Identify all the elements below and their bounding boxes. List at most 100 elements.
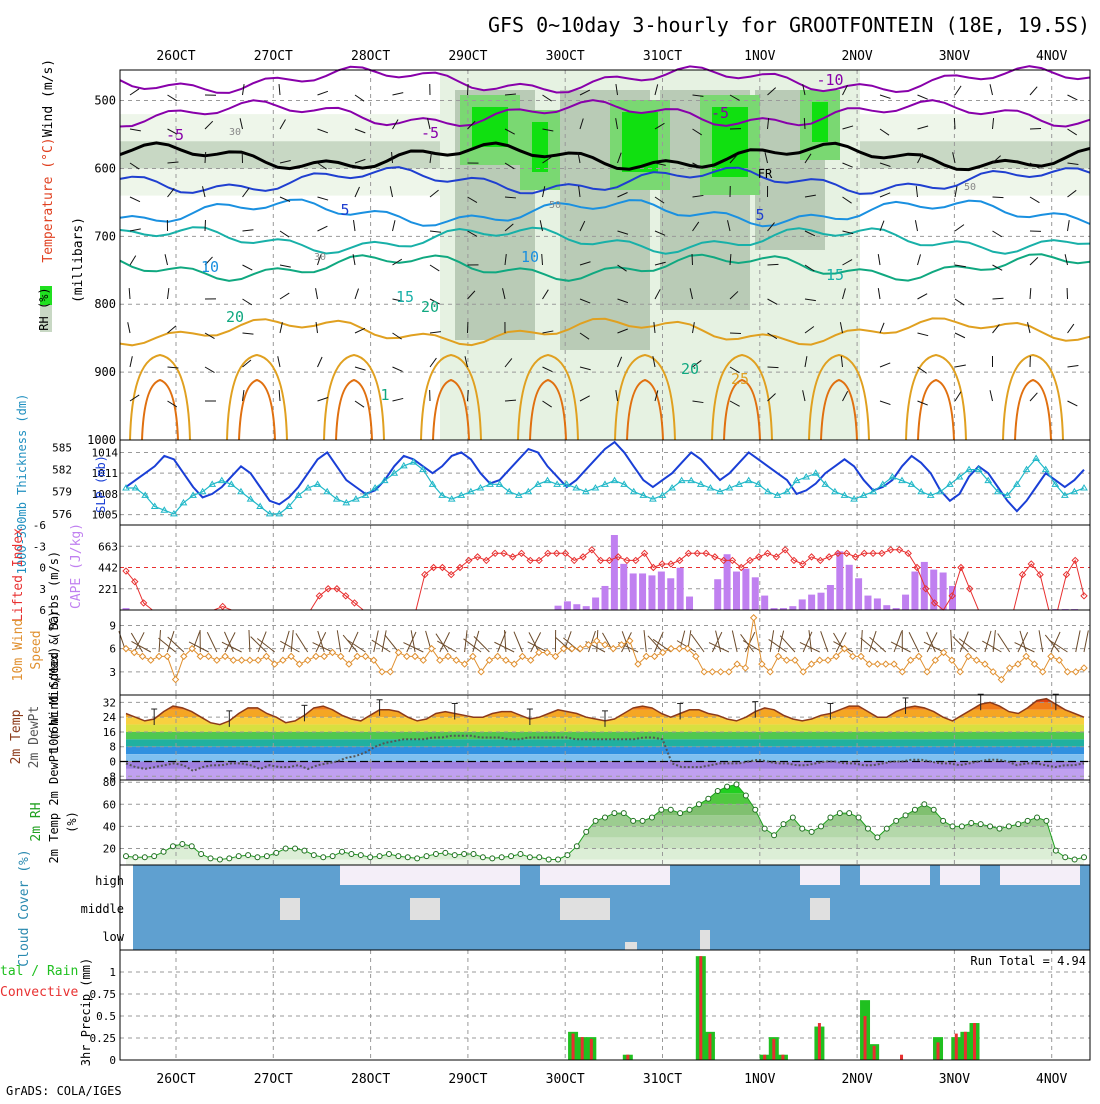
rh-point [1025, 818, 1030, 823]
precip-convective-bar [964, 1032, 967, 1060]
rh-tick: 60 [103, 798, 116, 811]
rh-point [340, 849, 345, 854]
wind-speed-point [255, 657, 261, 663]
cape-bar [620, 564, 627, 610]
rh-point [565, 853, 570, 858]
cape-bar [573, 604, 580, 610]
rh-point [800, 826, 805, 831]
wind-speed-point [453, 657, 459, 663]
rh-point [217, 857, 222, 862]
wind-axis-label: Wind (m/s) [41, 59, 56, 137]
cape-bar [846, 565, 853, 610]
rh-band [120, 793, 1090, 804]
cape-bar [639, 573, 646, 610]
precip-convective-bar [781, 1055, 784, 1060]
wind-tick: 3 [109, 666, 116, 679]
precip-convective-bar [699, 956, 702, 1060]
wind-speed-point [676, 646, 682, 652]
wind-barb [804, 118, 805, 129]
rh-point [471, 851, 476, 856]
rh-point [490, 856, 495, 861]
cloud-gap [940, 865, 980, 885]
rh-tick: 20 [103, 842, 116, 855]
cloud-axis-label: Cloud Cover (%) [17, 849, 32, 966]
wind-speed-point [206, 653, 212, 659]
precip-convective-bar [818, 1023, 821, 1060]
cloud-gap [860, 865, 930, 885]
li-tick: -6 [33, 519, 46, 532]
rh-point [246, 853, 251, 858]
wind-barb [768, 264, 779, 265]
isotherm-label: -5 [711, 104, 729, 122]
wind-barb-10m [1076, 630, 1080, 652]
rh-point [302, 848, 307, 853]
wind-speed-point [140, 653, 146, 659]
wind-barb [993, 197, 1004, 198]
freezing-level-label: FR [758, 167, 773, 181]
li-tick: 0 [39, 562, 46, 575]
precip-legend-total: tal / Rain [0, 964, 78, 979]
rh-point [556, 857, 561, 862]
isotherm-label: 30 [229, 127, 241, 138]
isotherm-label: 10 [521, 248, 539, 266]
wind-speed-point [329, 650, 335, 656]
wind-speed-point [875, 661, 881, 667]
wind-speed-point [239, 657, 245, 663]
rh-point [621, 811, 626, 816]
rh-point [527, 855, 532, 860]
cloud-gap [340, 865, 430, 885]
rh-point [396, 854, 401, 859]
date-label-top: 28OCT [351, 49, 390, 64]
cloud-gap [280, 898, 300, 920]
rh-point [903, 813, 908, 818]
rh-point [1082, 855, 1087, 860]
rh-point [377, 854, 382, 859]
isotherm-label: 5 [755, 206, 764, 224]
rh-point [293, 846, 298, 851]
precip-convective-bar [973, 1023, 976, 1060]
precip-convective-bar [955, 1034, 958, 1060]
wind-speed-point [214, 657, 220, 663]
date-label-bottom: 26OCT [156, 1072, 195, 1087]
cape-bar [564, 601, 571, 610]
rh-point [884, 826, 889, 831]
rh-point [659, 807, 664, 812]
wind-tick: 9 [109, 619, 116, 632]
rh-point [912, 807, 917, 812]
thickness-tick: 576 [52, 508, 72, 521]
wind-speed-point [495, 653, 501, 659]
rh-point [574, 844, 579, 849]
rh-point [152, 854, 157, 859]
wind-barb-10m [800, 642, 820, 652]
wind-speed-point [313, 653, 319, 659]
run-total-label: Run Total = 4.94 [970, 954, 1086, 968]
wind-speed-point [445, 653, 451, 659]
rh-point [499, 855, 504, 860]
rh-point [227, 856, 232, 861]
wind-barb-10m [951, 630, 952, 652]
cape-bar [648, 575, 655, 610]
wind-speed-point [751, 615, 757, 621]
pressure-units-label: (millibars) [71, 217, 86, 303]
cape-bar [940, 573, 947, 611]
cape-bar [799, 599, 806, 610]
temp-band [120, 747, 1090, 754]
rh-point [170, 844, 175, 849]
rh-point [865, 826, 870, 831]
wind-speed-point [363, 653, 369, 659]
temp-tick: 24 [103, 711, 117, 724]
wind-speed-point [164, 653, 170, 659]
rh-point [734, 782, 739, 787]
rh-point [640, 818, 645, 823]
temp-band [120, 702, 1090, 709]
rh-point [997, 826, 1002, 831]
cape-bar [733, 572, 740, 610]
wind-barb-10m [861, 638, 878, 652]
wind-speed-point [1007, 665, 1013, 671]
rh-point [443, 850, 448, 855]
chart-title: GFS 0~10day 3-hourly for GROOTFONTEIN (1… [488, 13, 1090, 37]
rh-point [255, 855, 260, 860]
wind10m-label-b: Speed [29, 630, 44, 669]
wind-speed-point [131, 650, 137, 656]
cloud-gap [560, 898, 610, 920]
